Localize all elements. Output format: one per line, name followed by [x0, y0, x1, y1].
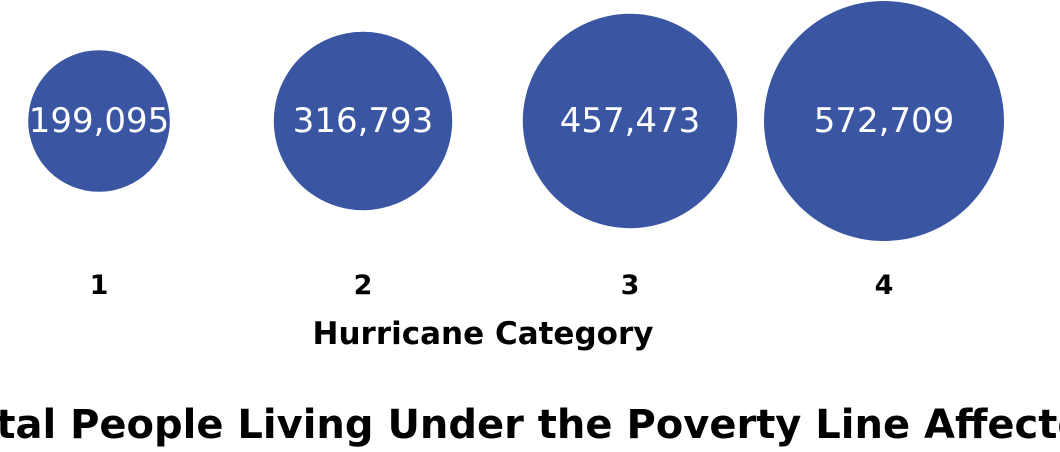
chart-title: Total People Living Under the Poverty Li…: [0, 402, 1060, 448]
bubble-3: [522, 13, 738, 229]
x-tick-labels: 1 2 3 4: [90, 270, 894, 301]
bubble-value-label: 572,709: [814, 101, 955, 141]
bubble-4: [764, 1, 1004, 241]
bubble-group: 199,095 316,793 457,473 572,709: [28, 1, 1004, 241]
bubble-value-label: 457,473: [560, 101, 701, 141]
x-tick-label: 3: [621, 270, 640, 301]
x-tick-label: 2: [354, 270, 373, 301]
x-axis-title: Hurricane Category: [313, 316, 654, 352]
bubble-value-label: 316,793: [293, 101, 434, 141]
bubble-2: [273, 31, 453, 211]
bubble-value-label: 199,095: [29, 101, 170, 141]
x-tick-label: 4: [875, 270, 894, 301]
x-tick-label: 1: [90, 270, 109, 301]
bubble-1: [28, 50, 170, 192]
